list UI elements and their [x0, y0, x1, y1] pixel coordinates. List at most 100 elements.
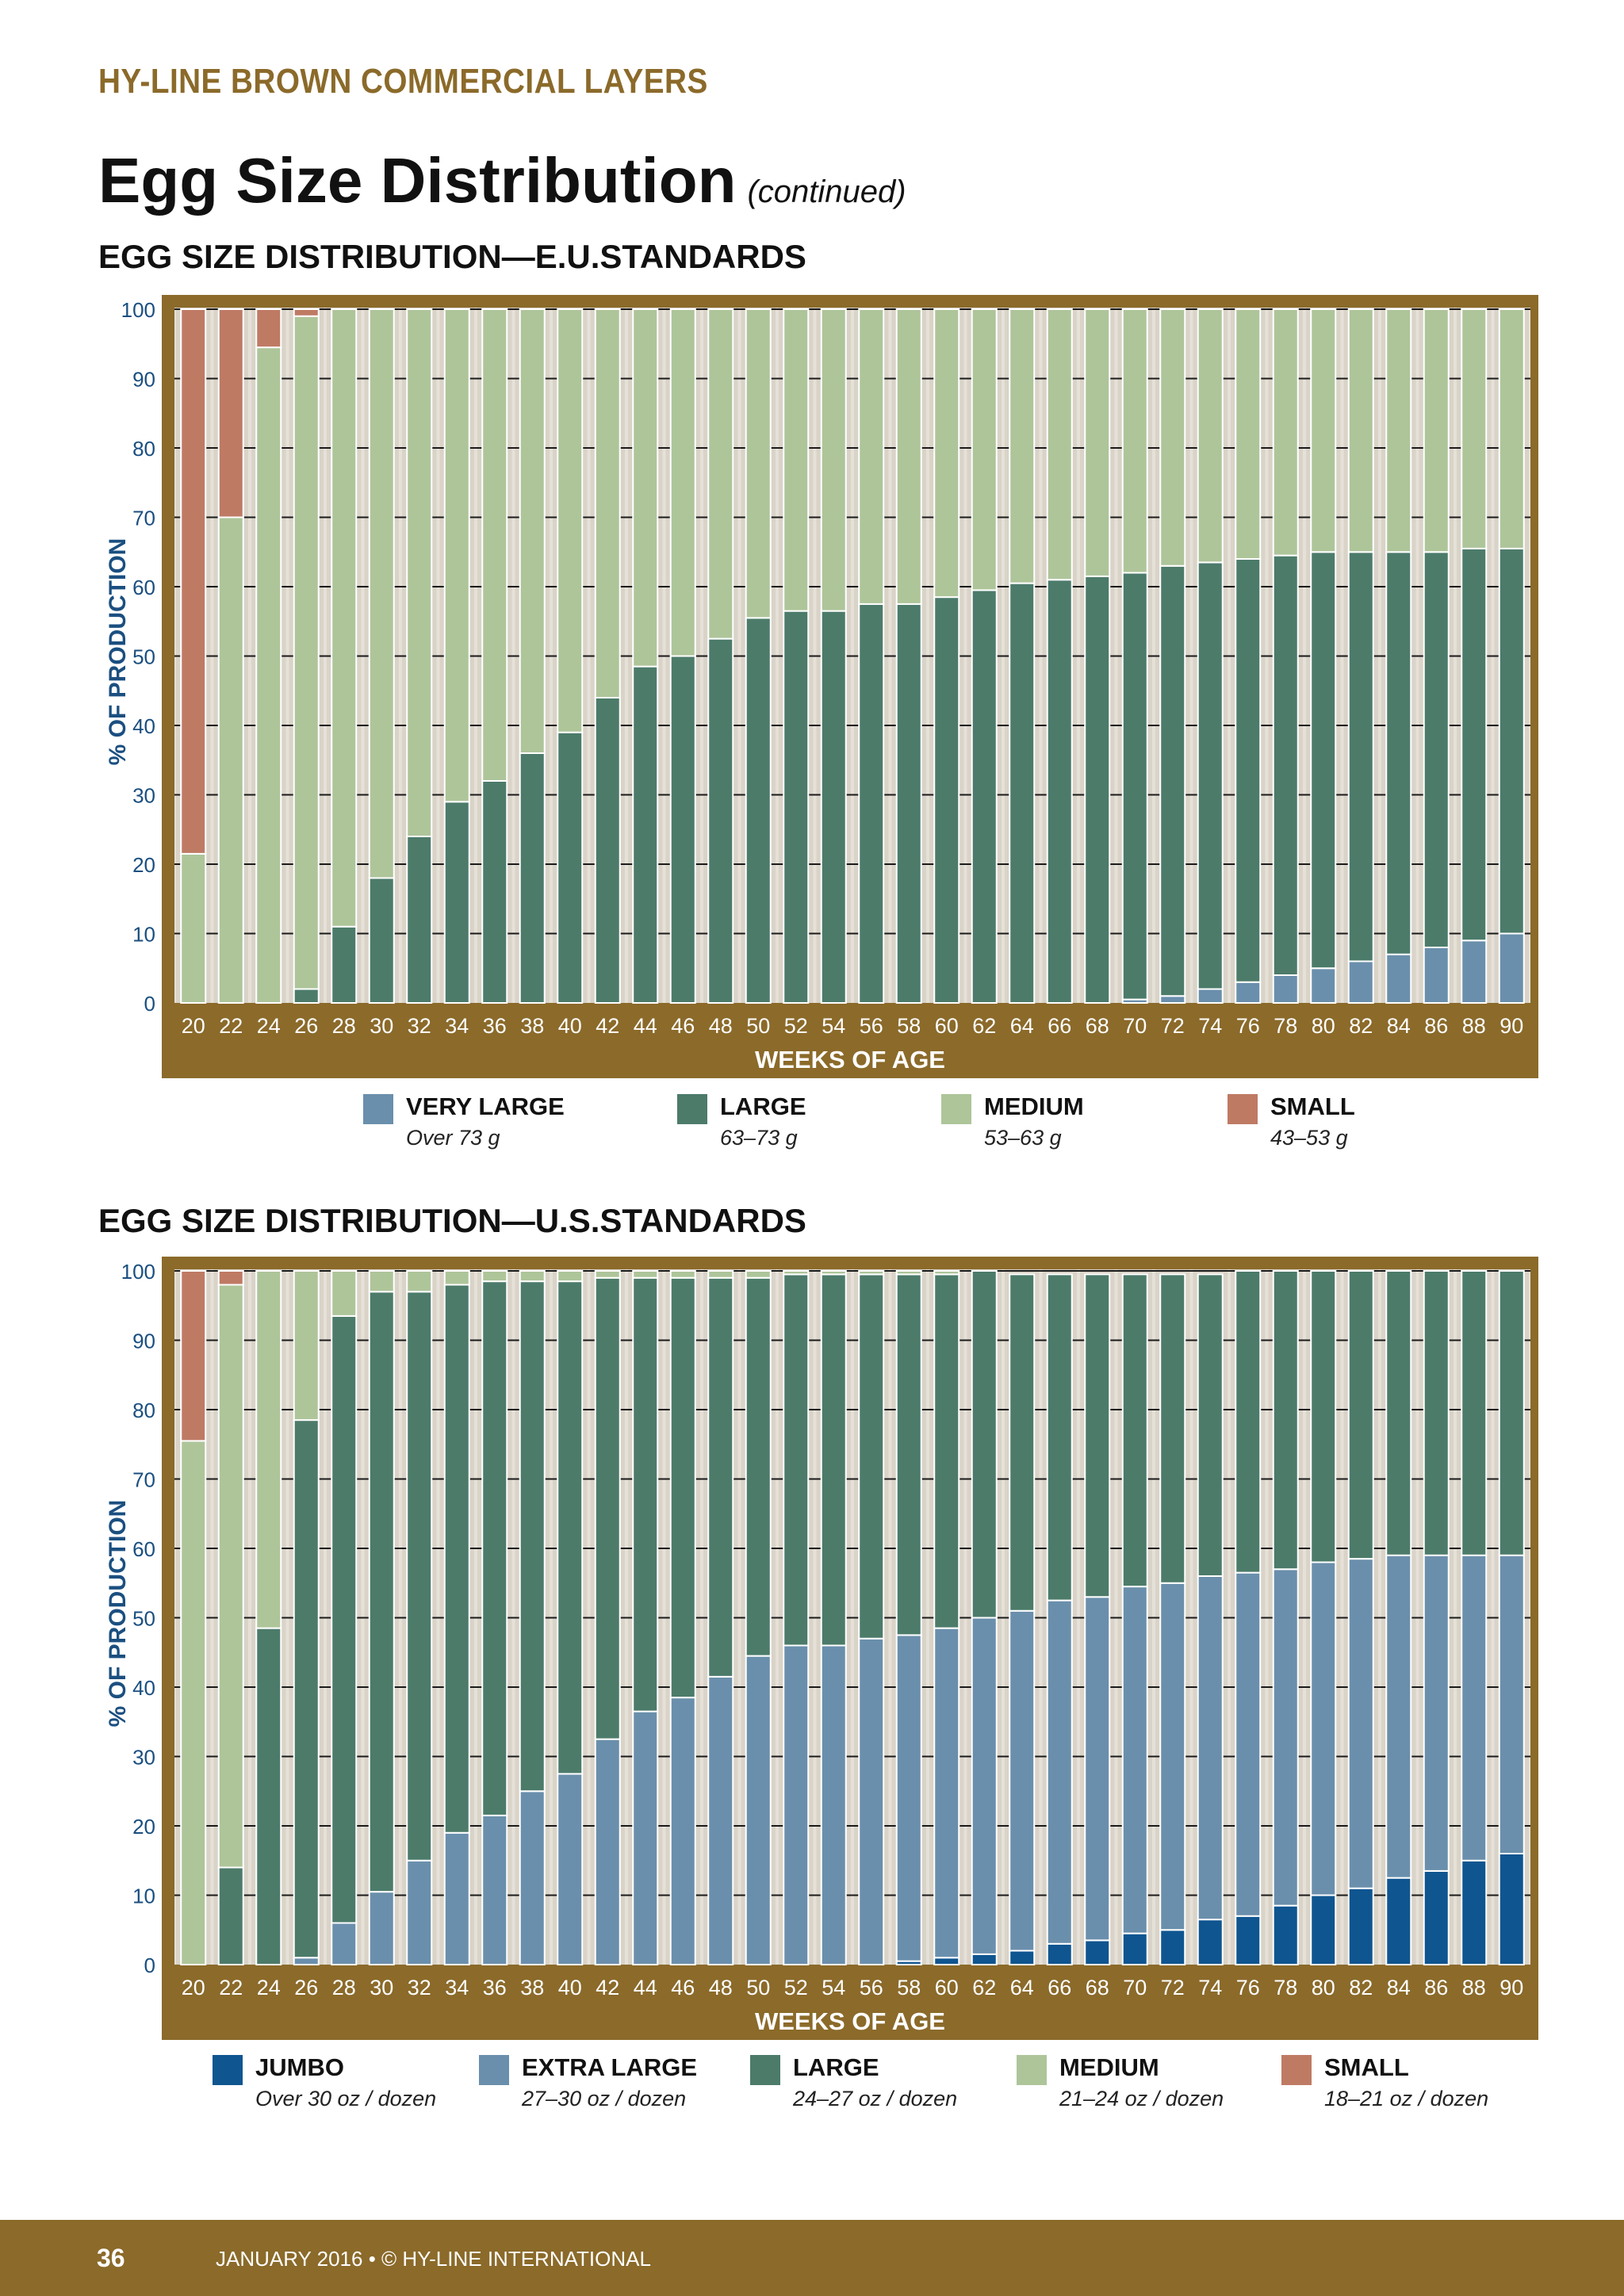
- x-tick-label: 36: [483, 1976, 507, 1999]
- bar-segment: [1084, 1939, 1111, 1965]
- bar-segment: [1461, 1859, 1488, 1965]
- bar-segment: [1197, 1575, 1224, 1921]
- bar-segment: [594, 1270, 621, 1279]
- bar-segment: [1385, 1877, 1412, 1965]
- bar-segment: [1197, 308, 1224, 564]
- bar-segment: [1084, 1273, 1111, 1598]
- bar-segment: [1046, 579, 1073, 1004]
- bar-segment: [406, 1859, 433, 1965]
- bar-segment: [1310, 551, 1337, 970]
- bar-segment: [858, 308, 885, 605]
- x-tick-label: 76: [1236, 1014, 1260, 1038]
- bar-segment: [895, 1634, 922, 1962]
- legend-label: SMALL: [1324, 2053, 1409, 2081]
- x-tick-label: 30: [370, 1976, 393, 1999]
- bar-segment: [217, 1270, 244, 1286]
- bar-segment: [707, 1276, 734, 1678]
- legend-range: Over 73 g: [406, 1126, 500, 1150]
- bar-segment: [1498, 547, 1525, 935]
- us-legend: JUMBO Over 30 oz / dozen EXTRA LARGE 27–30 …: [0, 2053, 1624, 2125]
- bar-segment: [632, 308, 659, 668]
- bar-segment: [1347, 960, 1374, 1004]
- legend-label: SMALL: [1270, 1093, 1355, 1120]
- x-tick-label: 24: [257, 1976, 281, 1999]
- bar-segment: [368, 308, 395, 879]
- x-tick-label: 20: [182, 1976, 205, 1999]
- y-tick-label: 100: [121, 298, 155, 322]
- bar-segment: [669, 1276, 696, 1699]
- bar-segment: [331, 1314, 358, 1924]
- bar-segment: [293, 1957, 320, 1965]
- x-tick-label: 58: [897, 1976, 921, 1999]
- bar-segment: [1385, 308, 1412, 553]
- x-tick-label: 76: [1236, 1976, 1260, 1999]
- bar-segment: [1310, 1561, 1337, 1896]
- bar-segment: [1235, 1270, 1262, 1574]
- bar-segment: [1121, 308, 1148, 574]
- bar-segment: [255, 1627, 282, 1965]
- bar-segment: [933, 308, 960, 599]
- bar-segment: [1159, 1273, 1186, 1584]
- legend-range: Over 30 oz / dozen: [255, 2087, 437, 2110]
- bar-segment: [1310, 967, 1337, 1004]
- bar-segment: [1159, 308, 1186, 567]
- legend-range: 43–53 g: [1270, 1126, 1348, 1150]
- bar-segment: [1159, 564, 1186, 997]
- page-title-main: Egg Size Distribution: [98, 145, 737, 216]
- bar-segment: [933, 1957, 960, 1965]
- bar-segment: [1272, 974, 1299, 1004]
- bar-segment: [557, 731, 584, 1004]
- bar-segment: [1197, 1919, 1224, 1965]
- x-tick-label: 70: [1123, 1014, 1147, 1038]
- x-tick-label: 42: [596, 1014, 619, 1038]
- bar-segment: [745, 1655, 772, 1965]
- y-tick-label: 0: [144, 992, 155, 1016]
- x-tick-label: 84: [1387, 1014, 1411, 1038]
- y-tick-label: 100: [121, 1260, 155, 1284]
- bar-segment: [1009, 308, 1036, 584]
- y-tick-label: 60: [132, 576, 155, 599]
- x-tick-label: 64: [1010, 1976, 1034, 1999]
- x-tick-label: 60: [935, 1976, 959, 1999]
- x-tick-label: 74: [1198, 1014, 1222, 1038]
- legend-swatch: [363, 1094, 393, 1124]
- bar-segment: [783, 1273, 810, 1647]
- bar-segment: [1046, 1599, 1073, 1945]
- bar-segment: [820, 308, 847, 612]
- y-tick-label: 10: [132, 923, 155, 947]
- x-tick-label: 72: [1161, 1976, 1185, 1999]
- bar-segment: [1235, 981, 1262, 1004]
- x-tick-label: 90: [1500, 1976, 1523, 1999]
- x-tick-label: 48: [709, 1976, 733, 1999]
- page-title-suffix: (continued): [747, 174, 906, 209]
- x-tick-label: 40: [558, 1976, 582, 1999]
- bar-segment: [1347, 1887, 1374, 1965]
- x-tick-label: 26: [294, 1976, 318, 1999]
- bar-segment: [443, 1270, 470, 1286]
- y-tick-label: 30: [132, 1746, 155, 1770]
- legend-swatch: [213, 2055, 243, 2085]
- legend-label: JUMBO: [255, 2053, 344, 2081]
- bar-segment: [933, 596, 960, 1004]
- bar-segment: [406, 1291, 433, 1862]
- x-tick-label: 56: [860, 1976, 883, 1999]
- footer-copyright: JANUARY 2016 • © HY-LINE INTERNATIONAL: [216, 2247, 651, 2271]
- x-tick-label: 70: [1123, 1976, 1147, 1999]
- page-footer: 36 JANUARY 2016 • © HY-LINE INTERNATIONA…: [0, 2220, 1624, 2296]
- bar-segment: [557, 1280, 584, 1775]
- x-tick-label: 88: [1462, 1976, 1486, 1999]
- x-tick-label: 50: [746, 1014, 770, 1038]
- bar-segment: [1197, 561, 1224, 990]
- bar-segment: [820, 610, 847, 1004]
- bar-segment: [1498, 1554, 1525, 1854]
- x-tick-label: 34: [445, 1014, 469, 1038]
- x-tick-label: 38: [520, 1976, 544, 1999]
- x-tick-label: 84: [1387, 1976, 1411, 1999]
- y-tick-label: 90: [132, 368, 155, 392]
- bar-segment: [1272, 1270, 1299, 1571]
- bar-segment: [1310, 308, 1337, 553]
- bar-segment: [180, 852, 207, 1004]
- bar-segment: [1423, 551, 1450, 948]
- bar-segment: [519, 1270, 546, 1283]
- bar-segment: [1009, 1950, 1036, 1965]
